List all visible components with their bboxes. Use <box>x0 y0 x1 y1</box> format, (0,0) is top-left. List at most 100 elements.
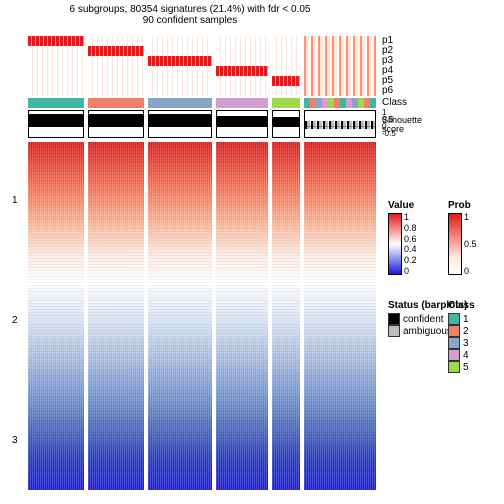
prob-cell <box>148 66 212 76</box>
prob-cell <box>88 36 144 46</box>
legend-item: 5 <box>448 361 504 373</box>
row-tick-1: 1 <box>12 195 18 206</box>
title-block: 6 subgroups, 80354 signatures (21.4%) wi… <box>0 4 380 26</box>
value-gradient-labels: 1 0.8 0.60.4 0.2 0 <box>404 213 434 273</box>
prob-cell <box>148 46 212 56</box>
main-plot <box>28 36 380 496</box>
legend-item: 2 <box>448 325 504 337</box>
prob-cell <box>28 46 84 56</box>
column-group-5 <box>272 36 300 496</box>
silhouette-box <box>272 110 300 138</box>
prob-cell <box>88 76 144 86</box>
heatmap-column <box>272 142 300 490</box>
heatmap-column <box>88 142 144 490</box>
heatmap-column <box>304 142 376 490</box>
prob-cell <box>272 56 300 66</box>
value-tick: 0.2 <box>404 256 417 265</box>
legend-swatch <box>448 337 460 349</box>
prob-cell <box>88 56 144 66</box>
prob-cell <box>88 86 144 96</box>
legend-label: 4 <box>463 350 469 361</box>
prob-cell <box>304 56 376 66</box>
legend-swatch <box>448 349 460 361</box>
value-tick: 0 <box>404 267 409 276</box>
heatmap-column <box>216 142 268 490</box>
legend-label: ambiguous <box>403 326 452 337</box>
legend-prob: Prob 10.50 <box>448 200 504 275</box>
legend-swatch <box>448 325 460 337</box>
heatmap-column <box>28 142 84 490</box>
figure: 6 subgroups, 80354 signatures (21.4%) wi… <box>0 0 504 504</box>
legend-item: 1 <box>448 313 504 325</box>
prob-cell <box>148 76 212 86</box>
legend-item: 3 <box>448 337 504 349</box>
value-tick: 0.6 <box>404 235 417 244</box>
row-tick-2: 2 <box>12 315 18 326</box>
prob-cell <box>28 76 84 86</box>
prob-cell <box>216 56 268 66</box>
prob-cell <box>216 76 268 86</box>
legend-swatch <box>448 313 460 325</box>
prob-cell <box>148 56 212 66</box>
legend-item: 4 <box>448 349 504 361</box>
prob-cell <box>216 66 268 76</box>
class-bar <box>304 98 376 108</box>
prob-cell <box>148 36 212 46</box>
row-tick-3: 3 <box>12 435 18 446</box>
legend-swatch <box>388 313 400 325</box>
row-block-ticks: 1 2 3 <box>12 147 26 495</box>
value-gradient <box>388 213 402 275</box>
value-tick: 0.4 <box>404 245 417 254</box>
heatmap-column <box>148 142 212 490</box>
column-group-2 <box>88 36 144 496</box>
prob-cell <box>272 46 300 56</box>
value-tick: 0.8 <box>404 224 417 233</box>
prob-cell <box>216 86 268 96</box>
prob-cell <box>28 56 84 66</box>
legend-label: 2 <box>463 326 469 337</box>
prob-cell <box>148 86 212 96</box>
silhouette-box <box>28 110 84 138</box>
prob-cell <box>304 36 376 46</box>
silhouette-box <box>304 110 376 138</box>
prob-cell <box>28 36 84 46</box>
prob-cell <box>216 36 268 46</box>
value-tick: 1 <box>404 213 409 222</box>
class-bar <box>88 98 144 108</box>
prob-cell <box>272 36 300 46</box>
column-group-1 <box>28 36 84 496</box>
prob-cell <box>272 66 300 76</box>
silhouette-box <box>88 110 144 138</box>
prob-tick: 0.5 <box>464 240 477 249</box>
prob-cell <box>28 86 84 96</box>
prob-tick: 0 <box>464 267 469 276</box>
prob-cell <box>272 76 300 86</box>
class-bar <box>272 98 300 108</box>
title-line1: 6 subgroups, 80354 signatures (21.4%) wi… <box>0 4 380 15</box>
class-bar <box>216 98 268 108</box>
column-group-4 <box>216 36 268 496</box>
prob-cell <box>304 86 376 96</box>
prob-cell <box>88 66 144 76</box>
prob-cell <box>304 46 376 56</box>
legend-label: 3 <box>463 338 469 349</box>
legend-swatch <box>448 361 460 373</box>
prob-cell <box>28 66 84 76</box>
silhouette-ticks: 1 0.5 0 -0.5 <box>382 109 396 138</box>
legend-label: 5 <box>463 362 469 373</box>
column-group-6 <box>304 36 376 496</box>
class-bar <box>28 98 84 108</box>
silhouette-box <box>148 110 212 138</box>
class-bar <box>148 98 212 108</box>
prob-cell <box>216 46 268 56</box>
legend-label: confident <box>403 314 444 325</box>
prob-tick: 1 <box>464 213 469 222</box>
prob-gradient-labels: 10.50 <box>464 213 494 273</box>
prob-label-p6: p6 <box>382 86 424 96</box>
silhouette-box <box>216 110 268 138</box>
prob-cell <box>272 86 300 96</box>
legend-label: 1 <box>463 314 469 325</box>
prob-gradient <box>448 213 462 275</box>
class-label: Class <box>382 98 424 108</box>
prob-cell <box>304 66 376 76</box>
